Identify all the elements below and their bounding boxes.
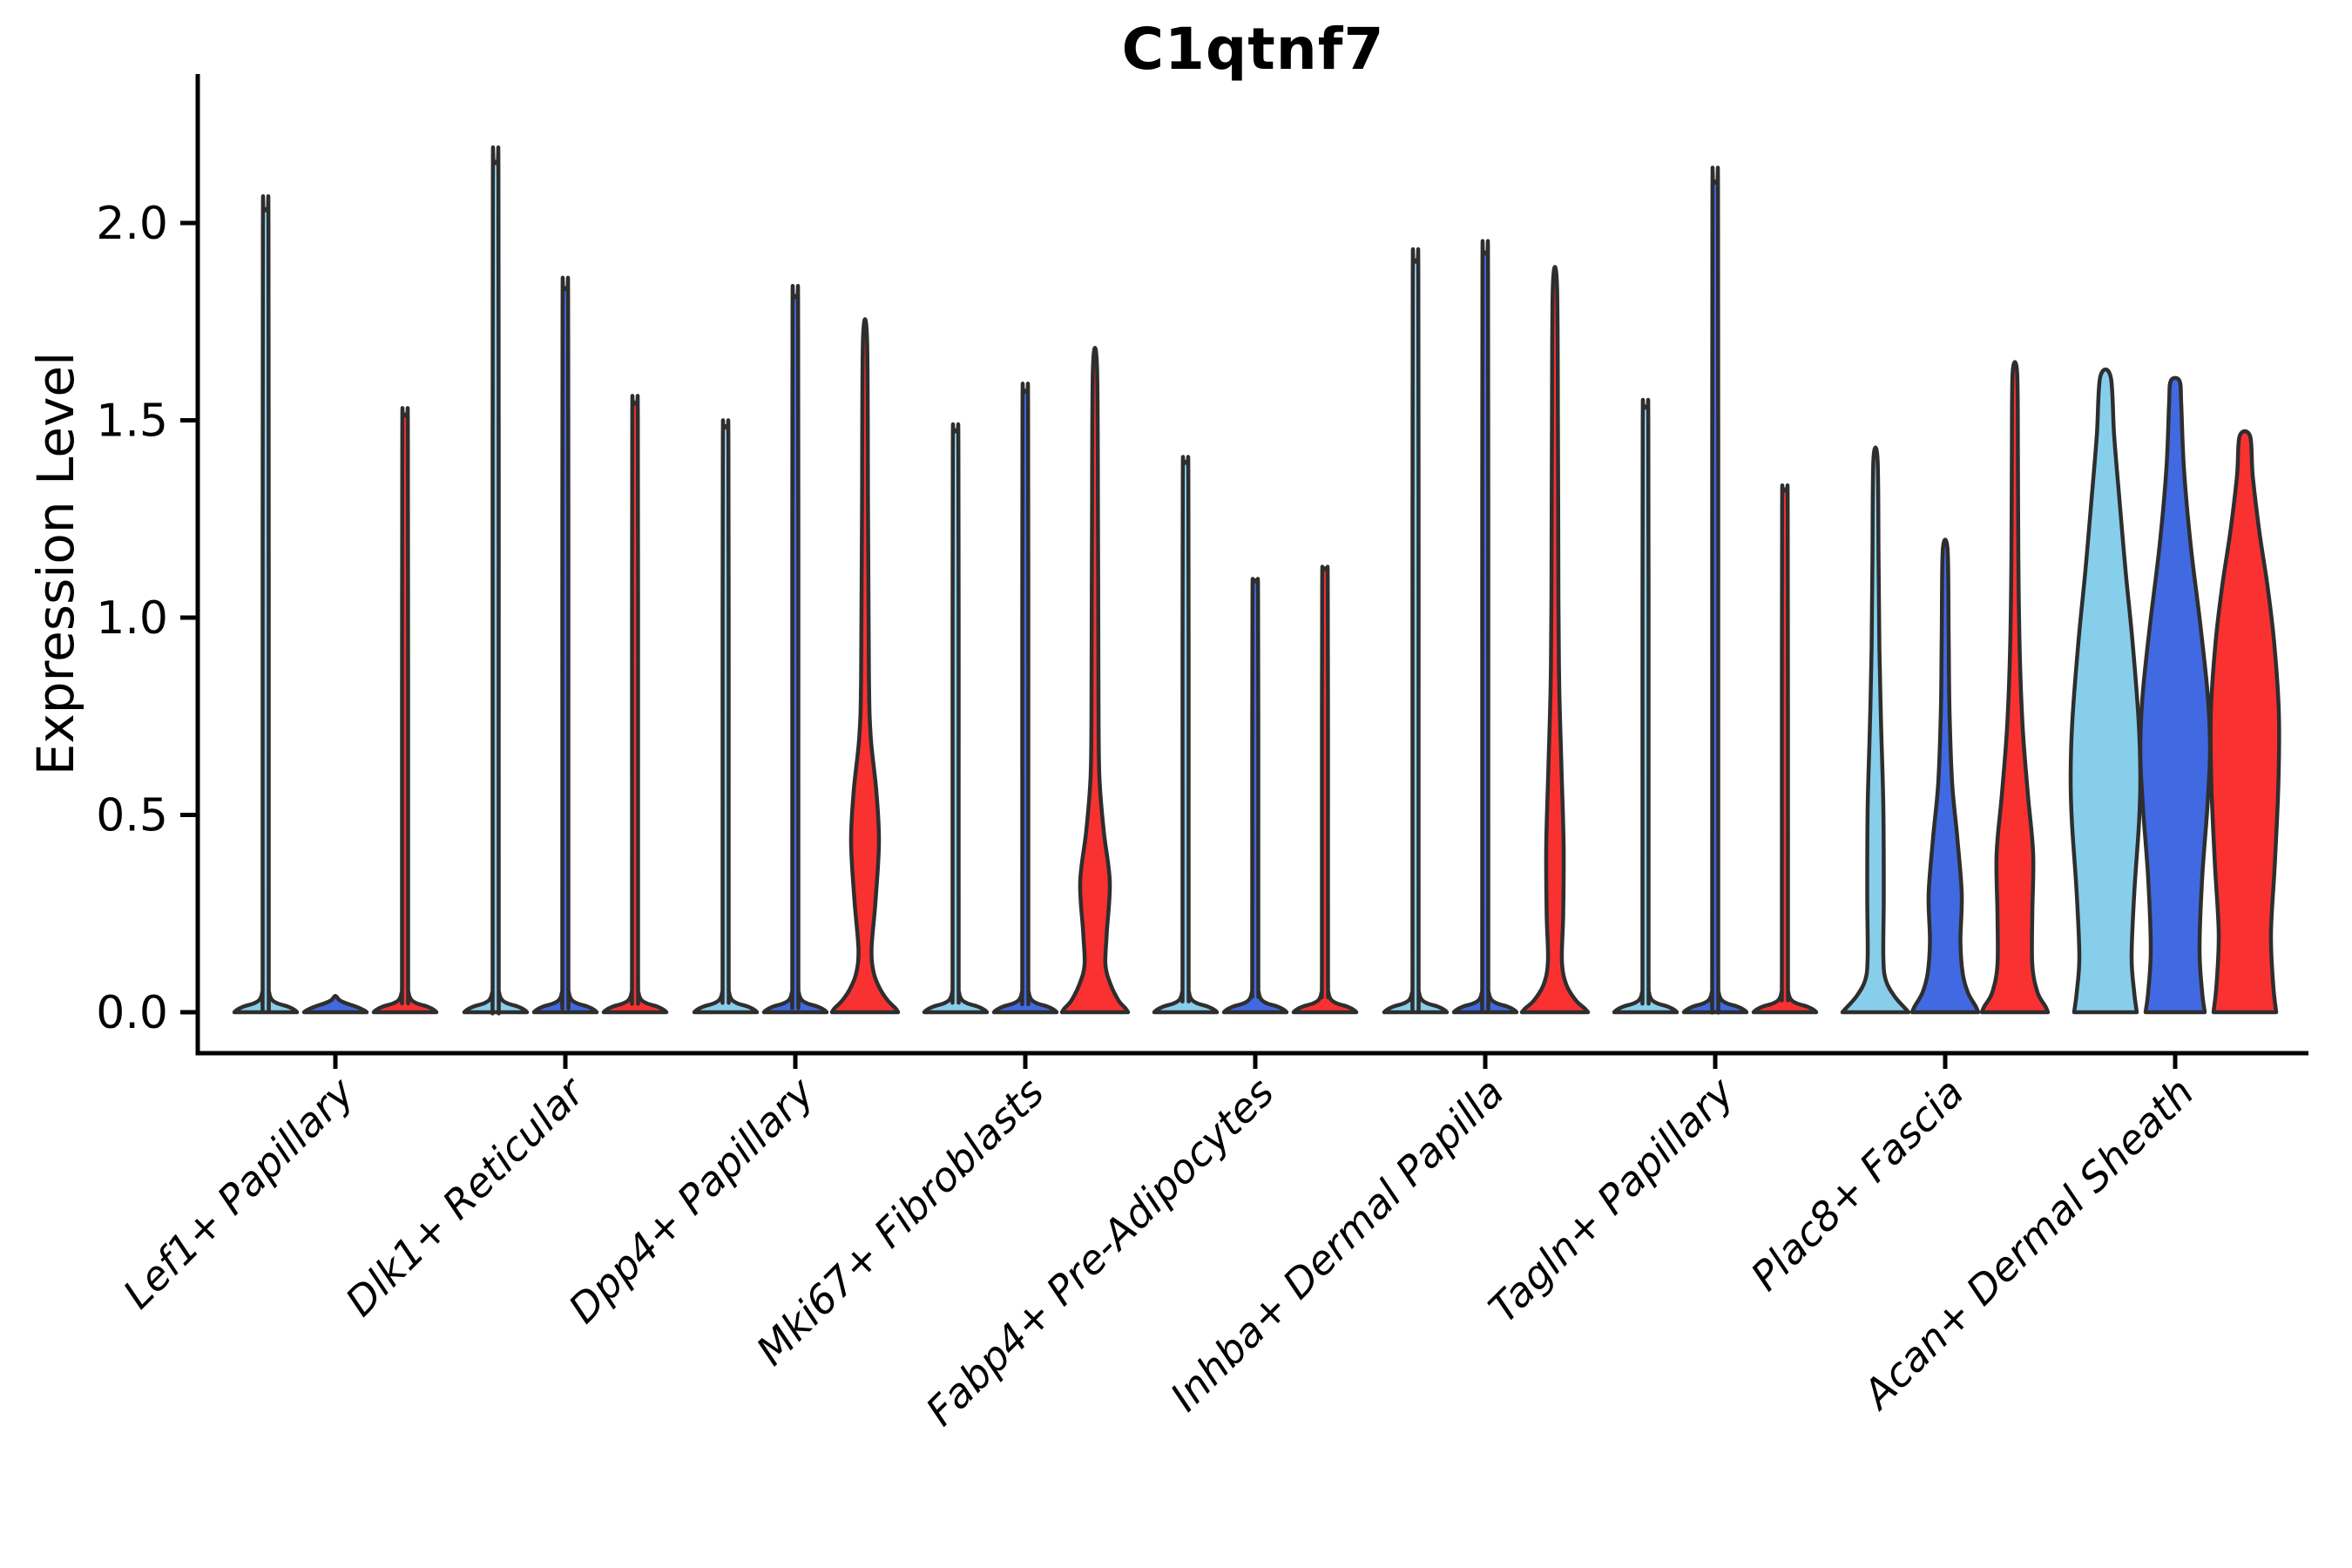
violin-group5-series3 bbox=[1291, 564, 1359, 1015]
x-category-label: Dpp4+ Papillary bbox=[559, 1068, 823, 1332]
y-tick-label: 0.0 bbox=[96, 987, 168, 1039]
violin-group8-series3 bbox=[1979, 360, 2051, 1015]
violin-group8-series2 bbox=[1909, 537, 1981, 1015]
violin-group5-series1 bbox=[1152, 455, 1220, 1015]
y-tick-label: 0.5 bbox=[96, 790, 168, 842]
y-tick-label: 2.0 bbox=[96, 198, 168, 250]
violin-group4-series1 bbox=[922, 422, 990, 1015]
violin-group4-series2 bbox=[991, 382, 1059, 1015]
chart-title: C1qtnf7 bbox=[1121, 16, 1385, 83]
violin-group3-series2 bbox=[761, 284, 829, 1015]
x-category-label: Dlk1+ Reticular bbox=[336, 1066, 595, 1325]
x-category-label: Plac8+ Fascia bbox=[1741, 1069, 1972, 1300]
violin-group8-series1 bbox=[1840, 445, 1911, 1015]
violin-group3-series1 bbox=[692, 418, 760, 1015]
violin-group2-series2 bbox=[531, 275, 599, 1015]
violin-group2-series3 bbox=[601, 394, 669, 1015]
x-category-label: Tagln+ Papillary bbox=[1479, 1068, 1743, 1332]
violin-group1-series2 bbox=[301, 994, 369, 1015]
violin-group7-series3 bbox=[1751, 483, 1819, 1015]
violin-group1-series1 bbox=[232, 194, 300, 1015]
violin-group6-series1 bbox=[1382, 247, 1450, 1015]
violin-group4-series3 bbox=[1059, 346, 1131, 1015]
y-tick-label: 1.5 bbox=[96, 395, 168, 448]
violin-group9-series2 bbox=[2138, 375, 2213, 1015]
violin-group7-series2 bbox=[1681, 166, 1749, 1015]
violin-group9-series3 bbox=[2208, 429, 2281, 1015]
violin-group6-series2 bbox=[1451, 239, 1519, 1015]
violin-group3-series3 bbox=[829, 317, 901, 1015]
violin-group1-series3 bbox=[371, 406, 439, 1015]
y-tick-label: 1.0 bbox=[96, 592, 168, 645]
violin-group5-series2 bbox=[1221, 577, 1289, 1015]
violin-group9-series1 bbox=[2068, 368, 2143, 1015]
x-category-label: Lef1+ Papillary bbox=[114, 1068, 363, 1317]
violin-group6-series3 bbox=[1519, 265, 1591, 1015]
violin-group2-series1 bbox=[462, 145, 530, 1016]
violin-group7-series1 bbox=[1612, 397, 1680, 1015]
